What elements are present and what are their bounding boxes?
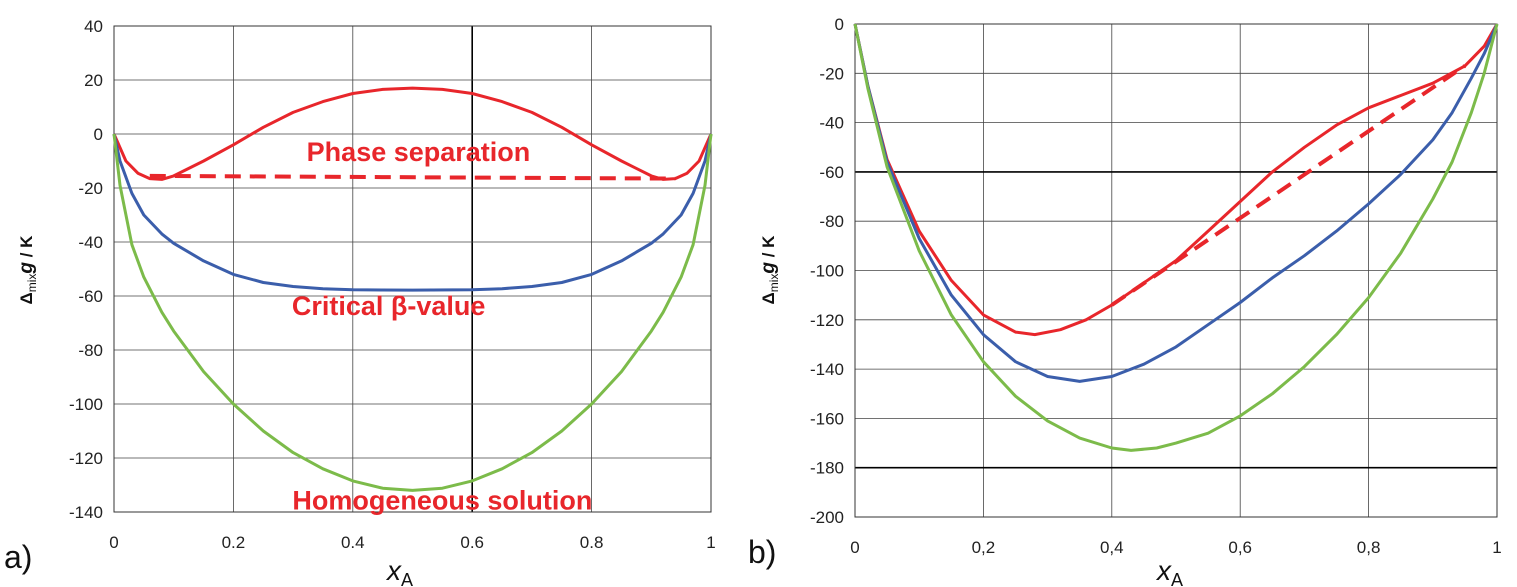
- y-label-delta: Δ: [17, 292, 36, 304]
- y-tick-label: 40: [84, 17, 103, 36]
- x-tick-label: 0.6: [460, 533, 484, 552]
- annotation-homog: Homogeneous solution: [292, 485, 592, 515]
- panel-label: a): [4, 539, 32, 575]
- y-tick-label: 20: [84, 71, 103, 90]
- series-homogeneous-solution-curve: homogeneous solution curve: [112, 133, 713, 492]
- y-label-subscript: mix: [25, 274, 39, 293]
- y-tick-label: -60: [78, 287, 103, 306]
- series-critical-beta-curve: critical beta curve: [112, 133, 713, 292]
- series-phase-separation-curve: phase separation curve: [853, 23, 1499, 337]
- chart-panel-a: 0 0.2 0.4 0.6 0.8 1 40 20 0 -20 -40 -60 -80 -100 -120 -…: [4, 17, 716, 587]
- x-label-variable: x: [385, 555, 402, 586]
- y-tick-label: -200: [810, 508, 844, 527]
- x-tick-label: 0.2: [222, 533, 246, 552]
- annotation-phase: Phase separation: [307, 137, 531, 167]
- y-tick-label: -140: [69, 503, 103, 522]
- x-tick-label: 0,8: [1357, 538, 1381, 557]
- y-label-variable: g: [16, 262, 37, 275]
- y-tick-label: -100: [69, 395, 103, 414]
- panel-label: b): [748, 534, 776, 570]
- y-label-unit: / K: [759, 235, 778, 262]
- y-tick-label: -120: [810, 311, 844, 330]
- plot-area-border: [113, 25, 712, 513]
- y-tick-label: -100: [810, 262, 844, 281]
- y-tick-label: -60: [819, 163, 844, 182]
- x-tick-label: 0.4: [341, 533, 365, 552]
- y-tick-label: -20: [78, 179, 103, 198]
- x-tick-label: 0,4: [1100, 538, 1124, 557]
- x-axis-label: xA: [1155, 555, 1183, 587]
- y-tick-label: -40: [819, 114, 844, 133]
- y-tick-label: -80: [819, 212, 844, 231]
- x-label-variable: x: [1155, 555, 1172, 586]
- y-label-unit: / K: [17, 235, 36, 262]
- series-common-tangent: common tangent: [149, 173, 676, 181]
- x-tick-label: 1: [1492, 538, 1501, 557]
- y-tick-label: -80: [78, 341, 103, 360]
- annotation-critical: Critical β-value: [292, 291, 486, 321]
- y-tick-label: -180: [810, 459, 844, 478]
- x-tick-label: 0.8: [580, 533, 604, 552]
- y-tick-label: -40: [78, 233, 103, 252]
- x-label-subscript: A: [401, 570, 413, 587]
- x-axis-label: xA: [385, 555, 413, 587]
- y-label-subscript: mix: [767, 274, 781, 293]
- chart-panel-b: 0 0,2 0,4 0,6 0,8 1 0 -20 -40 -60 -80 -100 -120 -140 -…: [748, 15, 1502, 587]
- y-tick-label: 0: [94, 125, 103, 144]
- series-critical-beta-curve: critical beta curve: [853, 23, 1499, 383]
- x-tick-label: 0,6: [1228, 538, 1252, 557]
- x-tick-label: 0,2: [972, 538, 996, 557]
- y-tick-label: -160: [810, 409, 844, 428]
- y-tick-label: -140: [810, 360, 844, 379]
- y-label-variable: g: [758, 262, 779, 275]
- x-tick-label: 0: [109, 533, 118, 552]
- series-homogeneous-solution-curve: homogeneous solution curve: [853, 23, 1499, 452]
- plot-area-border: [854, 23, 1498, 518]
- series-common-tangent: common tangent: [1110, 64, 1467, 307]
- y-tick-label: 0: [835, 15, 844, 34]
- y-tick-label: -20: [819, 64, 844, 83]
- y-label-delta: Δ: [759, 292, 778, 304]
- x-tick-label: 0: [850, 538, 859, 557]
- y-axis-label: Δmixg / K: [16, 235, 39, 305]
- x-tick-label: 1: [706, 533, 715, 552]
- y-axis-label: Δmixg / K: [758, 235, 781, 305]
- x-label-subscript: A: [1171, 570, 1183, 587]
- y-tick-label: -120: [69, 449, 103, 468]
